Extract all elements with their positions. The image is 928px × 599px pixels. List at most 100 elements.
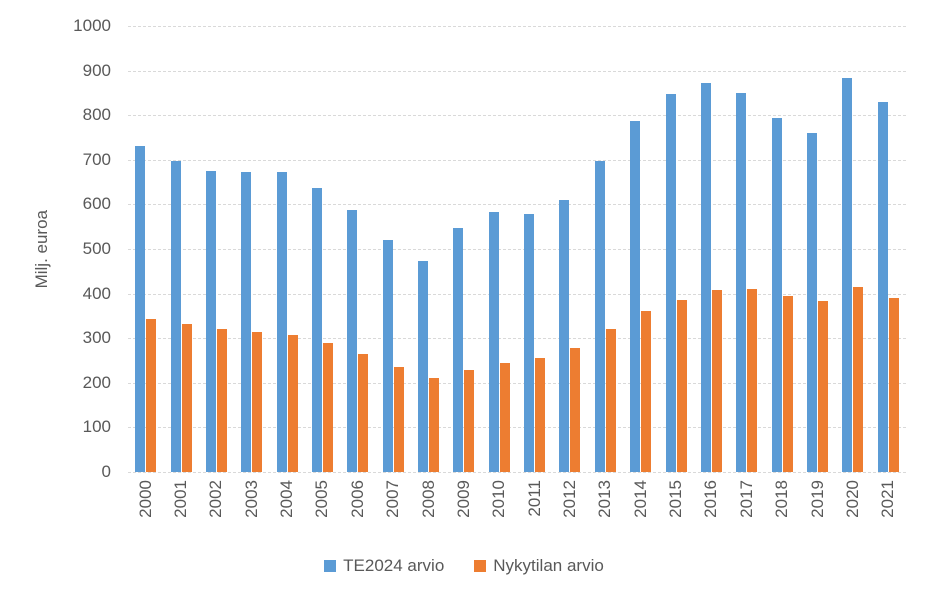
legend-item-nykytilan: Nykytilan arvio: [474, 556, 604, 576]
x-tick-cell-2006: 2006: [340, 480, 375, 540]
bar-group-2002: [199, 26, 234, 472]
x-tick-label-2000: 2000: [135, 480, 155, 518]
bar-2014-te2024-arvio: [630, 121, 641, 472]
x-tick-label-2017: 2017: [736, 480, 756, 518]
bar-2021-nykytilan-arvio: [888, 297, 899, 472]
x-tick-cell-2015: 2015: [658, 480, 693, 540]
x-tick-label-2011: 2011: [524, 480, 544, 517]
gridline-0: [128, 472, 906, 473]
bar-2019-te2024-arvio: [807, 132, 817, 472]
y-tick-label-600: 600: [82, 194, 111, 214]
gridline-1000: [128, 26, 906, 27]
bar-group-2013: [588, 26, 623, 472]
gridline-400: [128, 293, 906, 295]
y-tick-label-300: 300: [82, 328, 111, 348]
bar-2017-nykytilan-arvio: [747, 288, 758, 472]
bar-2020-te2024-arvio: [842, 78, 853, 472]
x-tick-label-2007: 2007: [383, 480, 403, 518]
bar-2012-nykytilan-arvio: [570, 347, 581, 472]
bar-2005-te2024-arvio: [311, 188, 322, 472]
x-tick-label-2015: 2015: [666, 480, 686, 518]
bar-2009-te2024-arvio: [453, 228, 464, 472]
bar-2000-nykytilan-arvio: [146, 319, 157, 472]
bar-group-2009: [446, 26, 481, 472]
bar-2018-te2024-arvio: [771, 118, 782, 472]
gridline-100: [128, 427, 906, 429]
bar-2017-te2024-arvio: [736, 92, 747, 472]
x-tick-cell-2019: 2019: [800, 480, 835, 540]
bar-group-2008: [411, 26, 446, 472]
gridline-700: [128, 159, 906, 161]
bar-2007-te2024-arvio: [382, 240, 393, 472]
bar-2010-nykytilan-arvio: [499, 362, 510, 472]
x-tick-cell-2021: 2021: [871, 480, 906, 540]
x-tick-cell-2016: 2016: [694, 480, 729, 540]
x-tick-cell-2001: 2001: [163, 480, 198, 540]
x-tick-label-2013: 2013: [595, 480, 615, 518]
bar-2008-te2024-arvio: [418, 261, 429, 472]
bar-2008-nykytilan-arvio: [429, 377, 440, 472]
bar-group-2012: [552, 26, 587, 472]
x-tick-label-2021: 2021: [878, 480, 898, 518]
bar-group-2017: [729, 26, 764, 472]
bar-2001-nykytilan-arvio: [181, 324, 192, 472]
y-tick-label-900: 900: [82, 60, 111, 80]
x-tick-cell-2013: 2013: [588, 480, 623, 540]
bar-group-2007: [376, 26, 411, 472]
bar-2007-nykytilan-arvio: [393, 367, 404, 472]
gridline-800: [128, 115, 906, 117]
x-tick-label-2001: 2001: [171, 480, 191, 518]
x-tick-cell-2002: 2002: [199, 480, 234, 540]
x-tick-cell-2005: 2005: [305, 480, 340, 540]
bar-2016-te2024-arvio: [700, 83, 711, 472]
x-tick-label-2016: 2016: [701, 480, 721, 518]
bar-2006-te2024-arvio: [347, 209, 358, 472]
bar-2003-te2024-arvio: [241, 172, 252, 472]
legend-item-te2024: TE2024 arvio: [324, 556, 444, 576]
bar-2000-te2024-arvio: [135, 146, 146, 472]
x-tick-cell-2003: 2003: [234, 480, 269, 540]
bar-group-2003: [234, 26, 269, 472]
x-tick-label-2014: 2014: [630, 480, 650, 518]
bar-2003-nykytilan-arvio: [252, 332, 263, 472]
bar-2015-nykytilan-arvio: [676, 299, 687, 472]
bar-series: [128, 26, 906, 472]
x-tick-cell-2010: 2010: [482, 480, 517, 540]
x-tick-label-2020: 2020: [842, 480, 862, 518]
x-tick-cell-2007: 2007: [376, 480, 411, 540]
x-tick-cell-2000: 2000: [128, 480, 163, 540]
y-tick-label-400: 400: [82, 283, 111, 303]
bar-group-2005: [305, 26, 340, 472]
bar-2014-nykytilan-arvio: [641, 311, 652, 472]
x-tick-cell-2008: 2008: [411, 480, 446, 540]
x-tick-cell-2014: 2014: [623, 480, 658, 540]
x-tick-label-2005: 2005: [312, 480, 332, 518]
x-tick-label-2008: 2008: [418, 480, 438, 518]
bar-group-2000: [128, 26, 163, 472]
x-tick-label-2018: 2018: [772, 480, 792, 518]
bar-2019-nykytilan-arvio: [818, 301, 828, 472]
gridline-600: [128, 204, 906, 206]
bar-group-2011: [517, 26, 552, 472]
x-tick-cell-2004: 2004: [269, 480, 304, 540]
bar-2004-te2024-arvio: [276, 172, 287, 472]
bar-2020-nykytilan-arvio: [853, 286, 864, 472]
bar-group-2018: [764, 26, 799, 472]
x-tick-label-2012: 2012: [559, 480, 579, 518]
y-axis-tick-labels: 0 100 200 300 400 500 600 700 800 900 1000: [40, 16, 111, 481]
bar-group-2014: [623, 26, 658, 472]
bar-2012-te2024-arvio: [559, 199, 570, 472]
x-axis-tick-labels: 2000 2001 2002 2003 2004 2005 2006 2007 2008 2009…: [128, 480, 906, 540]
x-tick-cell-2011: 2011: [517, 480, 552, 540]
y-tick-label-1000: 1000: [73, 16, 111, 35]
bar-2006-nykytilan-arvio: [358, 354, 369, 472]
x-tick-label-2003: 2003: [241, 480, 261, 518]
bar-group-2016: [694, 26, 729, 472]
x-tick-cell-2018: 2018: [764, 480, 799, 540]
bar-2002-nykytilan-arvio: [216, 329, 227, 472]
bar-group-2010: [482, 26, 517, 472]
bar-2013-te2024-arvio: [594, 160, 605, 472]
y-tick-label-500: 500: [82, 239, 111, 258]
x-tick-cell-2020: 2020: [835, 480, 870, 540]
bar-group-2020: [835, 26, 870, 472]
